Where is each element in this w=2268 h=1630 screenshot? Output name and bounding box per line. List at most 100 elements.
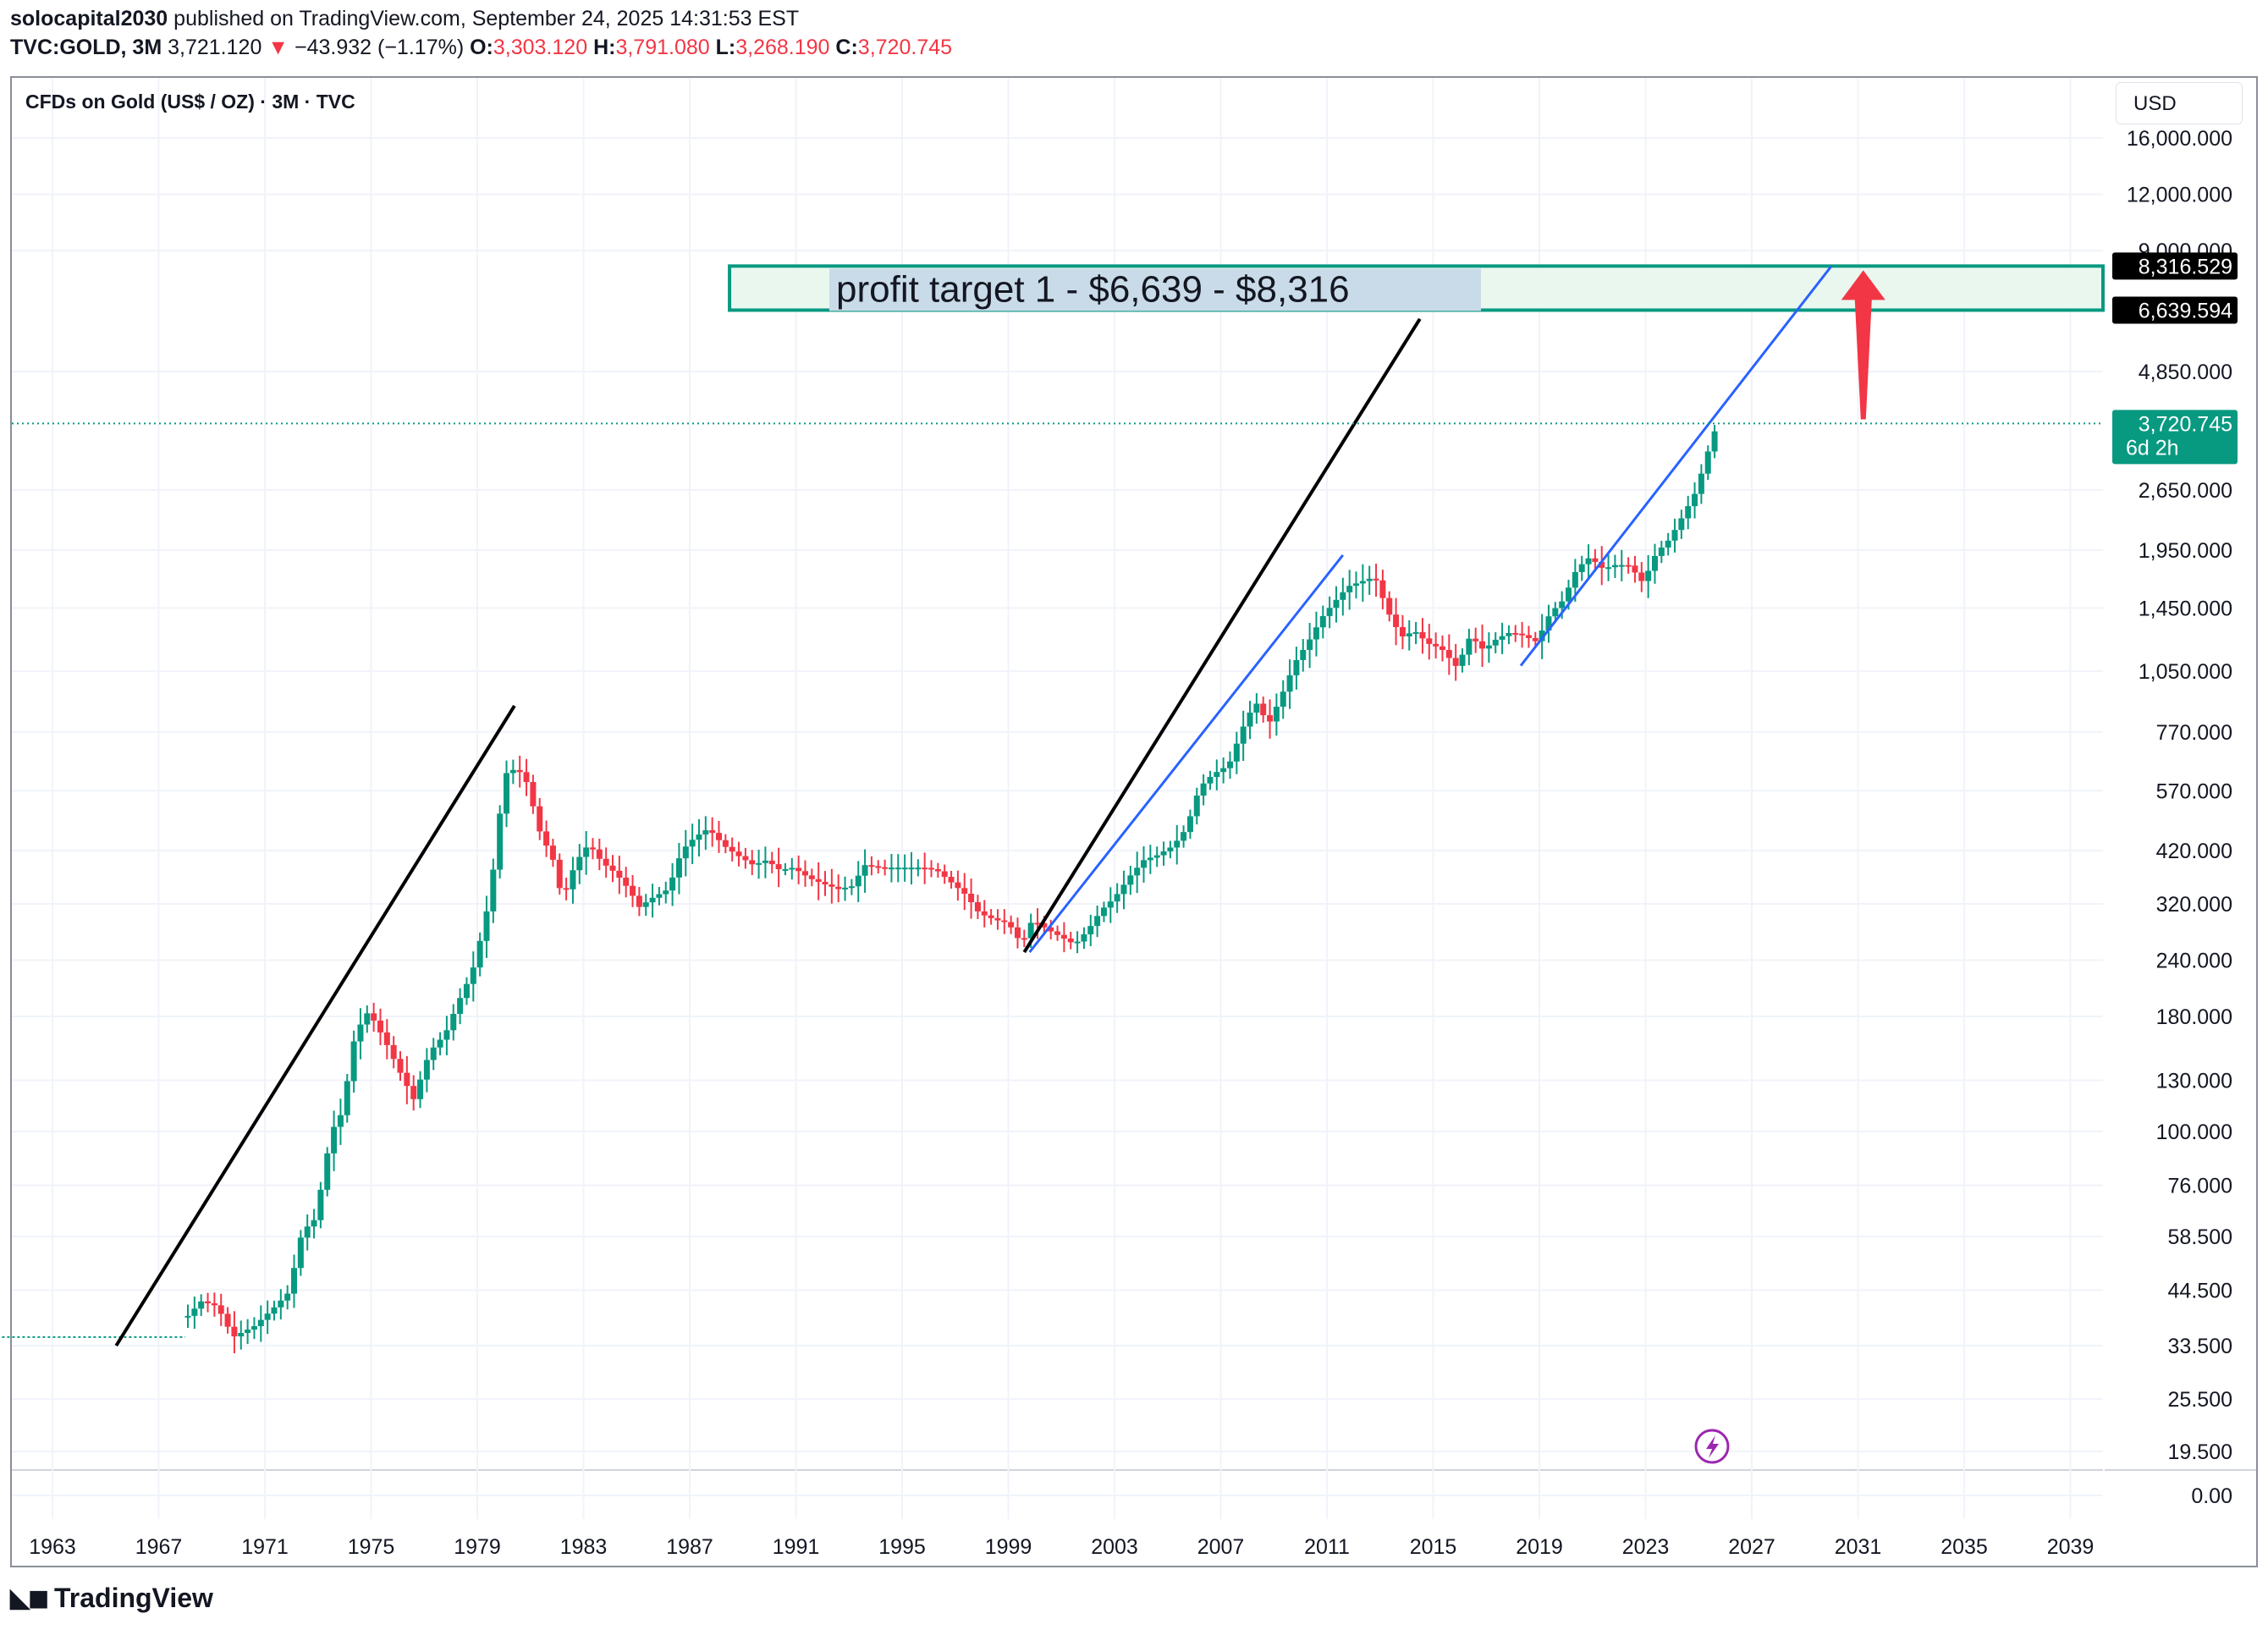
candle-body xyxy=(882,867,889,869)
trendlines[interactable] xyxy=(114,265,1833,1347)
candle-body xyxy=(636,895,642,907)
candle-body xyxy=(848,886,855,889)
candle-body xyxy=(981,911,988,916)
candle-body xyxy=(862,865,868,876)
author-name[interactable]: solocapital2030 xyxy=(10,7,168,30)
candle-body xyxy=(630,885,636,896)
candle-body xyxy=(735,851,742,856)
candle-body xyxy=(1439,646,1445,650)
candle-body xyxy=(1041,922,1048,928)
candle-body xyxy=(205,1301,212,1304)
y-tick-label: 770.000 xyxy=(2156,721,2232,745)
candle-body xyxy=(1632,565,1638,573)
lightning-icon[interactable] xyxy=(1694,1429,1730,1464)
time-axis[interactable]: 1963 1967 1971 1975 1979 1983 1987 1991 1995 1999… xyxy=(29,1535,2094,1559)
candle-body xyxy=(357,1024,364,1042)
candle-body xyxy=(1452,658,1459,666)
candle-body xyxy=(749,860,756,865)
chart-frame xyxy=(10,76,2258,1567)
candle-body xyxy=(928,867,935,870)
grid xyxy=(12,78,2256,1566)
candle-body xyxy=(1406,633,1412,637)
candle-body xyxy=(410,1086,417,1099)
candle-body xyxy=(1100,907,1107,917)
candle-body xyxy=(311,1220,317,1227)
candle-body xyxy=(828,884,835,887)
candle-body xyxy=(1293,659,1300,675)
candle-body xyxy=(1651,555,1658,571)
tv-logo-icon: ◣◼ xyxy=(10,1584,49,1612)
candle-body xyxy=(556,859,563,889)
candle-body xyxy=(642,902,649,907)
candle-body xyxy=(1578,564,1585,572)
candle-body xyxy=(696,834,702,840)
candle-body xyxy=(1512,632,1519,635)
candle-body xyxy=(231,1326,238,1337)
candle-body xyxy=(476,940,483,968)
open-label: O: xyxy=(470,36,493,59)
tag-high-price: 8,316.529 xyxy=(2139,255,2232,278)
candle-body xyxy=(423,1060,430,1080)
candle-body xyxy=(801,871,808,876)
candle-body xyxy=(1107,901,1114,908)
candle-body xyxy=(1260,703,1267,716)
candle-body xyxy=(583,847,590,857)
tag-last-price: 3,720.745 xyxy=(2139,412,2232,436)
candle-body xyxy=(1704,451,1711,474)
candle-body xyxy=(1034,922,1041,925)
candle-body xyxy=(1333,599,1340,608)
close-label: C: xyxy=(835,36,858,59)
x-tick-label: 1995 xyxy=(878,1535,926,1559)
candle-body xyxy=(504,773,510,814)
x-tick-label: 1971 xyxy=(241,1535,289,1559)
candle-body xyxy=(1060,934,1067,939)
candle-body xyxy=(1094,916,1101,927)
x-tick-label: 2007 xyxy=(1197,1535,1245,1559)
x-tick-label: 2011 xyxy=(1304,1535,1350,1559)
candle-body xyxy=(404,1072,410,1087)
candle-body xyxy=(1008,922,1015,928)
publish-info: solocapital2030 published on TradingView… xyxy=(10,7,799,31)
candle-body xyxy=(1658,547,1665,556)
x-tick-label: 1983 xyxy=(560,1535,608,1559)
candle-body xyxy=(808,875,815,879)
candle-body xyxy=(437,1039,443,1048)
candle-body xyxy=(530,782,537,807)
x-tick-label: 1991 xyxy=(773,1535,820,1559)
candle-body xyxy=(1240,726,1247,744)
candle-body xyxy=(1353,583,1360,586)
candle-body xyxy=(291,1268,298,1294)
candle-body xyxy=(1479,641,1486,649)
candle-body xyxy=(915,867,922,870)
candle-body xyxy=(1638,572,1645,581)
last-value: 3,721.120 xyxy=(168,36,262,59)
up-arrow[interactable] xyxy=(1841,270,1885,420)
candle-body xyxy=(968,894,975,903)
candle-body xyxy=(337,1115,344,1127)
down-triangle-icon: ▼ xyxy=(267,36,289,59)
candle-body xyxy=(1611,564,1618,568)
y-tick-label: 4,850.000 xyxy=(2139,361,2232,384)
candle-body xyxy=(184,1315,191,1318)
candle-body xyxy=(1346,586,1353,592)
candle-body xyxy=(1552,608,1559,617)
tradingview-logo[interactable]: ◣◼ TradingView xyxy=(10,1583,213,1614)
y-tick-label: 320.000 xyxy=(2156,893,2232,917)
candle-body xyxy=(1445,649,1452,658)
candle-body xyxy=(756,862,762,865)
candle-body xyxy=(390,1044,397,1060)
profit-target-zone[interactable]: profit target 1 - $6,639 - $8,316 xyxy=(728,264,2105,312)
candle-body xyxy=(331,1126,338,1154)
currency-button[interactable]: USD xyxy=(2116,82,2243,124)
candle-body xyxy=(1307,639,1313,650)
price-axis[interactable]: 16,000.00012,000.0009,000.0004,850.0002,… xyxy=(2127,127,2232,1508)
candle-body xyxy=(450,1013,457,1031)
candle-body xyxy=(1253,703,1260,713)
candle-body xyxy=(1665,540,1671,548)
candle-body xyxy=(516,769,523,773)
candle-body xyxy=(1141,860,1148,868)
x-tick-label: 2035 xyxy=(1940,1535,1988,1559)
x-tick-label: 2027 xyxy=(1728,1535,1775,1559)
candle-body xyxy=(716,833,723,840)
